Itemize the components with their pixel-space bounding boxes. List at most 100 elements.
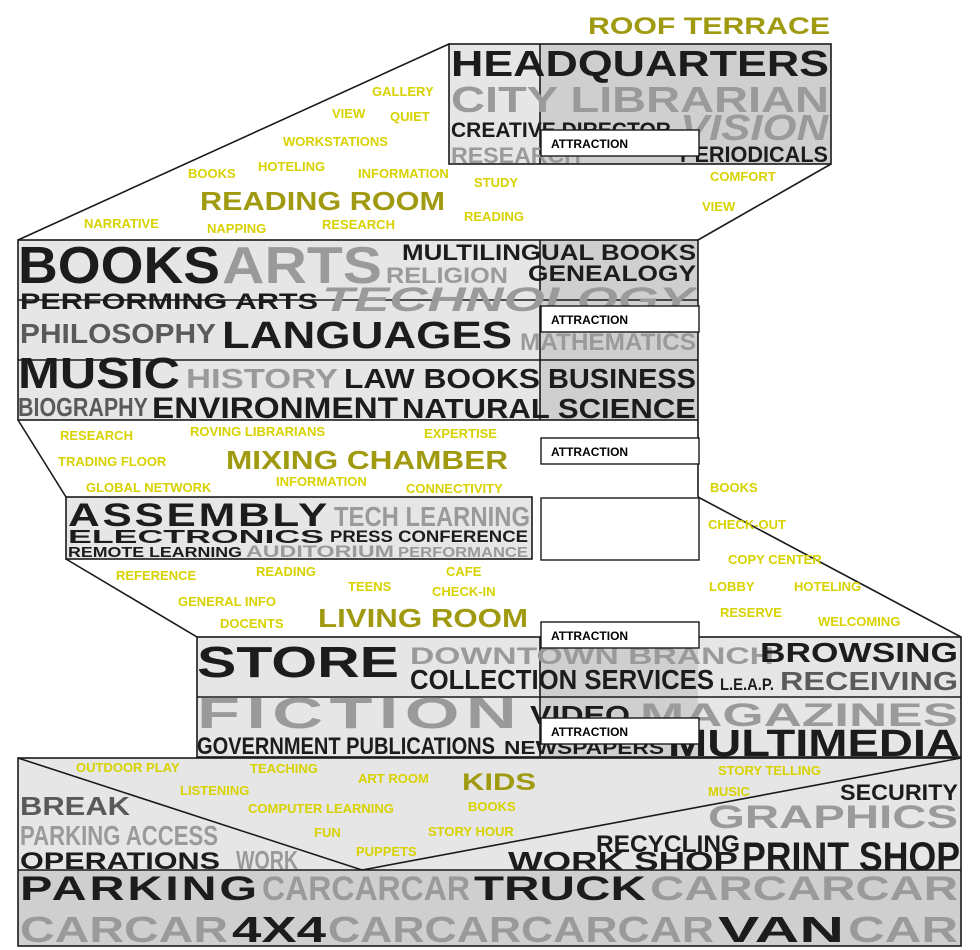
reading-room-title: READING ROOM <box>200 186 445 216</box>
arts-label: ARTS <box>222 237 382 295</box>
mixing-chamber-word: GLOBAL NETWORK <box>86 480 212 495</box>
living-room-word: RESERVE <box>720 605 782 620</box>
electronics-label: ELECTRONICS <box>68 527 324 547</box>
roof-terrace-title: ROOF TERRACE <box>588 13 830 40</box>
kids-word: BOOKS <box>468 799 516 814</box>
attraction-box-2 <box>540 305 700 333</box>
kids-word: STORY HOUR <box>428 824 514 839</box>
books-label: BOOKS <box>18 237 220 295</box>
kids-word: PUPPETS <box>356 844 417 859</box>
living-room-word: COPY CENTER <box>728 552 822 567</box>
religion-label: RELIGION <box>386 263 508 288</box>
attraction-label: ATTRACTION <box>551 137 628 151</box>
living-room-word: CHECK-IN <box>432 584 496 599</box>
reading-room-word: STUDY <box>474 175 518 190</box>
auditorium-label: AUDITORIUM <box>246 542 394 561</box>
reading-room-word: QUIET <box>390 109 430 124</box>
philosophy-label: PHILOSOPHY <box>20 318 216 349</box>
attraction-box-5 <box>540 621 700 649</box>
mathematics-label: MATHEMATICS <box>520 329 696 356</box>
parking-access-label: PARKING ACCESS <box>20 820 218 851</box>
reading-room-word: HOTELING <box>258 159 325 174</box>
mixing-chamber-title: MIXING CHAMBER <box>226 445 508 475</box>
living-room-word: REFERENCE <box>116 568 197 583</box>
print-shop-label: PRINT SHOP <box>742 835 960 879</box>
assembly-band <box>66 497 532 559</box>
carcarcar-label: CARCARCAR <box>650 870 958 908</box>
receiving-label: RECEIVING <box>780 666 958 696</box>
reading-room-right-slope <box>697 163 832 241</box>
mixing-chamber-word: INFORMATION <box>276 474 367 489</box>
l-e-a-p-label: L.E.A.P. <box>720 675 774 694</box>
attraction-box-3 <box>540 437 700 465</box>
building-section-outline <box>17 43 962 947</box>
multimedia-label: MULTIMEDIA <box>668 723 960 765</box>
reading-room-word: BOOKS <box>188 166 236 181</box>
kids-word: LISTENING <box>180 783 249 798</box>
reading-room-word: VIEW <box>702 199 736 214</box>
living-room-word: LOBBY <box>709 579 755 594</box>
kids-left-slope <box>17 757 363 871</box>
living-room-word: READING <box>256 564 316 579</box>
attraction-label: ATTRACTION <box>551 725 628 739</box>
attraction-box-1 <box>540 129 700 157</box>
attraction-box-4 <box>540 497 700 561</box>
city-librarian-label: CITY LIBRARIAN <box>451 79 829 120</box>
carcar-label: CARCAR <box>20 909 228 950</box>
press-conference-label: PRESS CONFERENCE <box>330 527 528 546</box>
environment-label: ENVIRONMENT <box>152 392 398 425</box>
living-room-left-slope <box>65 558 198 638</box>
parking-band-shade <box>18 870 961 946</box>
operations-label: OPERATIONS <box>20 848 220 875</box>
kids-word: ART ROOM <box>358 771 429 786</box>
parking-frame <box>17 757 962 947</box>
mixing-chamber-word: TRADING FLOOR <box>58 454 167 469</box>
living-room-word: CHECK-OUT <box>708 517 786 532</box>
attraction-label: ATTRACTION <box>551 445 628 459</box>
truck-label: TRUCK <box>474 870 647 908</box>
genealogy-label: GENEALOGY <box>528 261 696 286</box>
reading-room-word: READING <box>464 209 524 224</box>
parking-label: PARKING <box>20 870 260 908</box>
store-label: STORE <box>197 638 399 687</box>
tech-learning-label: TECH LEARNING <box>334 501 530 532</box>
assembly-frame <box>65 496 533 560</box>
carcarcarcar-label: CARCARCARCAR <box>328 909 714 950</box>
reading-room-word: RESEARCH <box>322 217 395 232</box>
graphics-label: GRAPHICS <box>708 799 958 835</box>
living-room-word: WELCOMING <box>818 614 900 629</box>
assembly-label: ASSEMBLY <box>68 497 330 533</box>
van-label: VAN <box>718 909 844 950</box>
reading-room-word: NAPPING <box>207 221 266 236</box>
living-room-word: DOCENTS <box>220 616 284 631</box>
multilingual-books-label: MULTILINGUAL BOOKS <box>402 240 696 265</box>
living-room-word: CAFE <box>446 564 482 579</box>
kids-right-slope <box>361 757 962 871</box>
living-room-word: HOTELING <box>794 579 861 594</box>
fiction-label: FICTION <box>197 689 523 738</box>
recycling-label: RECYCLING <box>596 831 740 858</box>
reading-room-word: GALLERY <box>372 84 434 99</box>
car-label: CAR <box>848 909 958 950</box>
headquarters-label: HEADQUARTERS <box>451 43 829 84</box>
kids-title: KIDS <box>462 769 536 796</box>
reading-room-word: VIEW <box>332 106 366 121</box>
living-room-word: BOOKS <box>710 480 758 495</box>
reading-room-left-slope <box>17 43 450 241</box>
languages-label: LANGUAGES <box>222 315 512 357</box>
kids-word: MUSIC <box>708 784 751 799</box>
kids-word: FUN <box>314 825 341 840</box>
living-room-word: GENERAL INFO <box>178 594 276 609</box>
vision-label: VISION <box>680 107 829 148</box>
attraction-label: ATTRACTION <box>551 629 628 643</box>
reading-room-word: NARRATIVE <box>84 216 159 231</box>
natural-science-label: NATURAL SCIENCE <box>402 393 696 424</box>
mixing-chamber-word: CONNECTIVITY <box>406 481 503 496</box>
4x4-label: 4X4 <box>232 909 326 950</box>
work-label: WORK <box>236 845 298 875</box>
performance-label: PERFORMANCE <box>398 544 528 561</box>
mixing-chamber-word: RESEARCH <box>60 428 133 443</box>
reading-room-word: INFORMATION <box>358 166 449 181</box>
history-label: HISTORY <box>186 363 338 394</box>
